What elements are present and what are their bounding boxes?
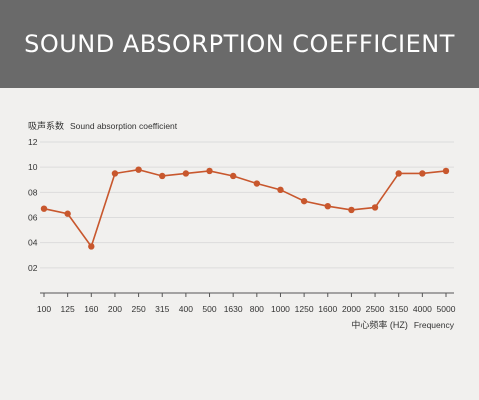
data-point [371,204,379,211]
y-tick-label: 08 [28,187,38,197]
y-tick-label: 12 [28,137,38,147]
y-axis-label-cn: 吸声系数 [28,121,65,131]
page-title: SOUND ABSORPTION COEFFICIENT [24,30,455,58]
chart-area: 吸声系数 Sound absorption coefficient 02 04 06 0… [0,88,479,400]
line-chart: 02 04 06 08 10 12 100 125 160 200 250 315 400 500 1630… [28,137,456,314]
y-tick-label: 06 [28,213,38,223]
x-axis-label: 中心频率 (HZ) Frequency [351,318,454,331]
x-tick-label: 100 [37,304,51,314]
x-tick-label: 4000 [413,304,432,314]
y-axis-label: 吸声系数 Sound absorption coefficient [28,119,177,132]
x-tick-label: 500 [202,304,216,314]
x-tick-label: 200 [108,304,122,314]
x-tick-label: 5000 [437,304,456,314]
data-point [135,166,142,173]
x-tick-label: 400 [179,304,193,314]
x-axis-label-cn: 中心频率 (HZ) [351,320,408,330]
y-tick-label: 04 [28,238,38,248]
x-tick-label: 1250 [295,304,314,314]
series-line [43,168,447,249]
x-tick-label: 250 [131,304,145,314]
x-tick-label: 125 [61,304,75,314]
y-tick-label: 02 [28,263,38,273]
x-tick-label: 800 [250,304,264,314]
data-point [442,167,450,175]
data-point [324,202,331,210]
data-point [182,170,190,177]
data-point [419,170,426,177]
x-tick-label: 2500 [366,304,385,314]
data-point [253,180,261,187]
x-tick-label: 1630 [224,304,243,314]
y-tick-label: 10 [28,162,38,172]
data-point [40,205,48,212]
data-point [277,186,284,194]
data-point [300,197,308,205]
data-point [159,172,166,180]
x-tick-label: 160 [84,304,98,314]
x-tick-label: 1600 [318,304,337,314]
data-point [348,206,355,214]
x-tick-label: 315 [155,304,169,314]
data-point [88,243,95,250]
y-axis-label-en: Sound absorption coefficient [70,121,178,131]
data-point [395,170,402,177]
x-axis-label-en: Frequency [413,320,454,330]
x-tick-label: 3150 [389,304,408,314]
data-point [64,210,71,217]
x-tick-label: 1000 [271,304,290,314]
data-point [111,170,119,177]
data-point [229,172,237,180]
x-tick-label: 2000 [342,304,361,314]
header-banner: SOUND ABSORPTION COEFFICIENT [0,0,479,88]
data-point [206,167,213,175]
